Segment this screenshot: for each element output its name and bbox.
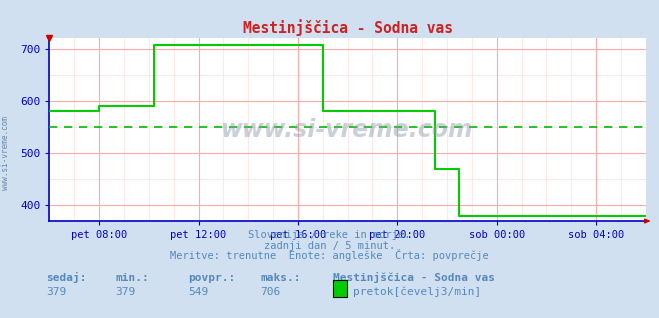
Text: sedaj:: sedaj: — [46, 273, 86, 283]
Text: Meritve: trenutne  Enote: angleške  Črta: povprečje: Meritve: trenutne Enote: angleške Črta: … — [170, 250, 489, 261]
Text: 379: 379 — [46, 287, 67, 297]
Text: www.si-vreme.com: www.si-vreme.com — [1, 116, 10, 190]
Text: Mestinjščica - Sodna vas: Mestinjščica - Sodna vas — [333, 273, 495, 283]
Text: maks.:: maks.: — [260, 273, 301, 283]
Text: pretok[čevelj3/min]: pretok[čevelj3/min] — [353, 287, 481, 297]
Text: 549: 549 — [188, 287, 208, 297]
Text: Slovenija / reke in morje.: Slovenija / reke in morje. — [248, 230, 411, 240]
Text: min.:: min.: — [115, 273, 149, 283]
Text: zadnji dan / 5 minut.: zadnji dan / 5 minut. — [264, 241, 395, 251]
Text: povpr.:: povpr.: — [188, 273, 235, 283]
Text: 706: 706 — [260, 287, 281, 297]
Text: 379: 379 — [115, 287, 136, 297]
Text: www.si-vreme.com: www.si-vreme.com — [221, 118, 474, 142]
Title: Mestinjščica - Sodna vas: Mestinjščica - Sodna vas — [243, 19, 453, 36]
